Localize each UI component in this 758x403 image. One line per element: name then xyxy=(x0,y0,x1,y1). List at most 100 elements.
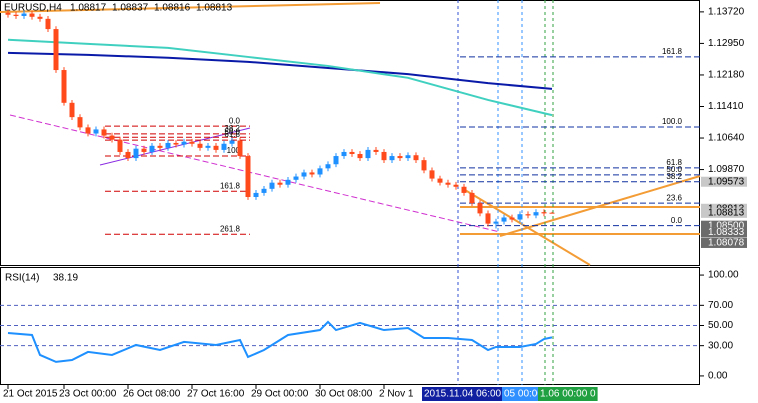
candle-body xyxy=(437,178,443,183)
candle-body xyxy=(477,203,483,214)
x-tick-label: 21 Oct 2015 xyxy=(3,389,58,400)
candle-body xyxy=(53,29,59,71)
candle-body xyxy=(197,143,203,148)
price-label: 1.08813 xyxy=(708,208,745,219)
price-label-box xyxy=(701,176,747,187)
candle-body xyxy=(261,188,267,193)
y-tick-label: 1.12180 xyxy=(708,70,745,81)
y-tick-label: 1.12950 xyxy=(708,38,745,49)
fib-label: 38.2 xyxy=(224,124,240,133)
candle-body xyxy=(453,184,459,187)
candle-body xyxy=(45,18,51,30)
chart-title: EURUSD,H4 xyxy=(4,3,62,14)
candle-body xyxy=(181,141,187,145)
candle-body xyxy=(397,156,403,159)
price-label-box xyxy=(701,227,747,238)
candle-body xyxy=(277,182,283,185)
candle-body xyxy=(245,156,251,198)
x-tick-label: 2 Nov 1 xyxy=(379,389,414,400)
candle-body xyxy=(61,70,67,103)
price-label-box xyxy=(701,237,747,248)
main-panel xyxy=(0,0,700,266)
candle-body xyxy=(269,182,275,189)
candle-body xyxy=(373,149,379,152)
candle-body xyxy=(149,145,155,152)
candle-body xyxy=(13,14,19,16)
fib-label: 100 xyxy=(227,146,241,155)
price-label: 1.08333 xyxy=(708,227,745,238)
candle-body xyxy=(77,117,83,128)
moving-average xyxy=(7,51,553,90)
fib-label: 0.0 xyxy=(229,116,241,125)
candle-body xyxy=(21,13,27,16)
price-label: 1.08078 xyxy=(708,238,745,249)
candle-body xyxy=(485,213,491,224)
y-tick-label: 1.11410 xyxy=(708,101,744,112)
candle-body xyxy=(229,140,235,144)
candle-body xyxy=(309,172,315,175)
time-marker-box xyxy=(538,387,598,401)
candle-body xyxy=(29,13,35,17)
candle-body xyxy=(5,12,11,15)
candle-body xyxy=(213,145,219,150)
y-tick-label: 70.00 xyxy=(708,300,733,311)
y-tick-label: 1.10640 xyxy=(708,133,745,144)
candle-body xyxy=(253,192,259,198)
x-tick-label: 23 Oct 00:00 xyxy=(59,389,117,400)
price-label: 1.09573 xyxy=(708,176,745,187)
candle-body xyxy=(133,148,139,159)
candle-body xyxy=(445,182,451,185)
moving-average xyxy=(7,38,553,117)
candle-body xyxy=(461,186,467,193)
rsi-panel xyxy=(0,267,700,385)
candle-body xyxy=(333,156,339,165)
header-low: 1.08816 xyxy=(154,3,191,14)
fib-label: 161.8 xyxy=(662,47,683,56)
candle-body xyxy=(517,214,523,220)
candle-body xyxy=(381,151,387,161)
trendline xyxy=(464,189,591,266)
candle-body xyxy=(93,129,99,134)
fib-label: 50.0 xyxy=(666,165,682,174)
trendline xyxy=(9,114,501,233)
rsi-current: 38.19 xyxy=(53,273,78,284)
candle-body xyxy=(549,212,555,214)
candle-body xyxy=(325,164,331,169)
candle-body xyxy=(125,151,131,159)
y-tick-label: 50.00 xyxy=(708,320,733,331)
candle-body xyxy=(509,217,515,220)
y-tick-label: 1.09870 xyxy=(708,164,745,175)
candle-body xyxy=(525,214,531,216)
x-tick-label: 26 Oct 08:00 xyxy=(123,389,181,400)
candle-body xyxy=(101,129,107,136)
price-label-box xyxy=(701,220,747,231)
price-label: 1.08500 xyxy=(708,220,745,231)
x-tick-label: 27 Oct 16:00 xyxy=(187,389,245,400)
candle-body xyxy=(533,212,539,216)
header-open: 1.08817 xyxy=(70,3,107,14)
time-marker-label: 2015.11.04 06:00 xyxy=(424,389,502,400)
time-marker-box xyxy=(502,387,545,401)
fib-label: 23.6 xyxy=(666,193,682,202)
fib-label: 261.8 xyxy=(220,224,241,233)
y-tick-label: 30.00 xyxy=(708,340,733,351)
candle-body xyxy=(189,141,195,144)
fib-label: 50.0 xyxy=(224,127,240,136)
rsi-title: RSI(14) xyxy=(5,273,39,284)
candle-body xyxy=(165,142,171,148)
fib-label: 61.8 xyxy=(666,158,682,167)
candle-body xyxy=(349,151,355,155)
candle-body xyxy=(141,148,147,152)
header-close: 1.08813 xyxy=(196,3,233,14)
candle-body xyxy=(365,149,371,159)
trendline xyxy=(0,2,381,13)
candle-body xyxy=(109,135,115,140)
candle-body xyxy=(85,127,91,134)
candle-body xyxy=(285,179,291,185)
y-tick-label: 0.00 xyxy=(708,371,728,382)
candle-body xyxy=(413,155,419,161)
candle-body xyxy=(389,156,395,161)
candle-body xyxy=(173,142,179,145)
